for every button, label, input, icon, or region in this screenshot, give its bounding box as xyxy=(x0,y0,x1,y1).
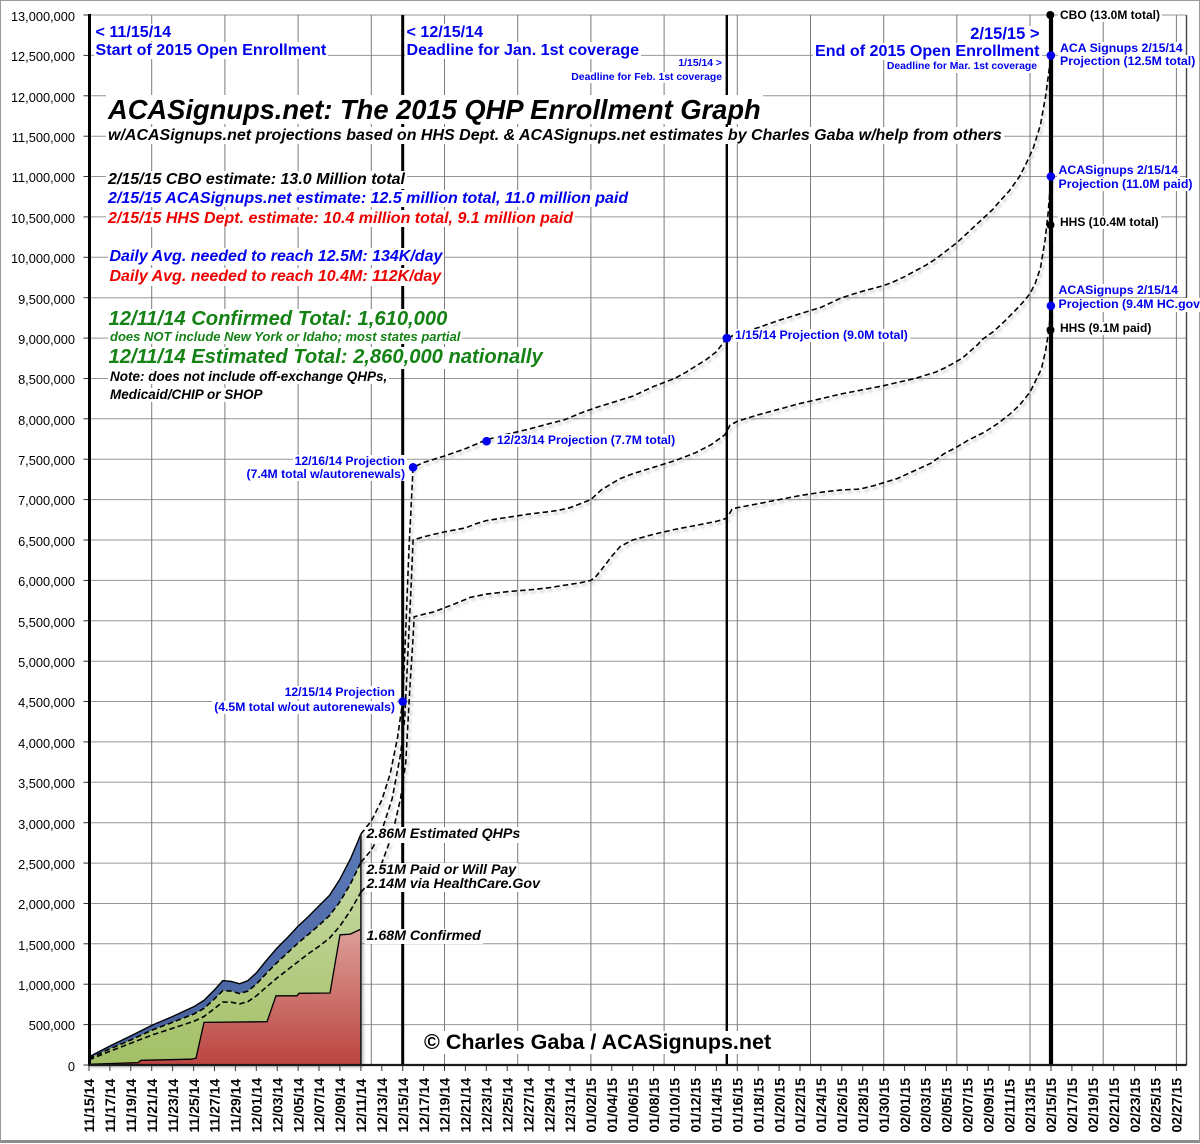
svg-text:12/21/14: 12/21/14 xyxy=(458,1078,474,1133)
svg-text:02/03/15: 02/03/15 xyxy=(918,1078,934,1133)
svg-text:01/30/15: 01/30/15 xyxy=(876,1078,892,1133)
svg-text:01/28/15: 01/28/15 xyxy=(855,1078,871,1133)
svg-text:02/25/15: 02/25/15 xyxy=(1148,1078,1164,1133)
svg-text:12/01/14: 12/01/14 xyxy=(249,1078,265,1133)
svg-text:02/11/15: 02/11/15 xyxy=(1001,1079,1017,1133)
svg-text:12/19/14: 12/19/14 xyxy=(437,1078,453,1133)
svg-text:12/07/14: 12/07/14 xyxy=(311,1078,327,1133)
svg-text:02/17/15: 02/17/15 xyxy=(1064,1078,1080,1133)
svg-text:02/07/15: 02/07/15 xyxy=(960,1078,976,1133)
svg-text:12/17/14: 12/17/14 xyxy=(416,1078,432,1133)
svg-text:01/24/15: 01/24/15 xyxy=(813,1078,829,1133)
svg-text:11/23/14: 11/23/14 xyxy=(165,1079,181,1133)
svg-text:11/27/14: 11/27/14 xyxy=(207,1079,223,1133)
svg-text:01/14/15: 01/14/15 xyxy=(709,1078,725,1133)
svg-text:02/01/15: 02/01/15 xyxy=(897,1078,913,1133)
svg-text:02/27/15: 02/27/15 xyxy=(1169,1078,1185,1133)
svg-text:01/04/15: 01/04/15 xyxy=(604,1078,620,1133)
svg-text:12/15/14: 12/15/14 xyxy=(395,1078,411,1133)
svg-text:01/02/15: 01/02/15 xyxy=(583,1078,599,1133)
svg-text:11/29/14: 11/29/14 xyxy=(228,1079,244,1133)
svg-text:12/31/14: 12/31/14 xyxy=(562,1078,578,1133)
svg-text:12/03/14: 12/03/14 xyxy=(269,1078,285,1133)
svg-text:11/19/14: 11/19/14 xyxy=(123,1079,139,1133)
svg-text:01/08/15: 01/08/15 xyxy=(646,1078,662,1133)
svg-text:12/25/14: 12/25/14 xyxy=(499,1078,515,1133)
svg-text:02/15/15: 02/15/15 xyxy=(1043,1078,1059,1133)
svg-text:01/20/15: 01/20/15 xyxy=(771,1078,787,1133)
svg-text:12/23/14: 12/23/14 xyxy=(479,1078,495,1133)
svg-text:01/10/15: 01/10/15 xyxy=(667,1078,683,1133)
svg-text:02/21/15: 02/21/15 xyxy=(1106,1078,1122,1133)
svg-text:12/13/14: 12/13/14 xyxy=(374,1078,390,1133)
svg-text:11/15/14: 11/15/14 xyxy=(81,1079,97,1133)
svg-text:12/11/14: 12/11/14 xyxy=(353,1079,369,1133)
svg-text:11/25/14: 11/25/14 xyxy=(186,1079,202,1133)
svg-text:01/16/15: 01/16/15 xyxy=(730,1078,746,1133)
svg-text:02/23/15: 02/23/15 xyxy=(1127,1078,1143,1133)
svg-text:02/09/15: 02/09/15 xyxy=(980,1078,996,1133)
svg-text:02/13/15: 02/13/15 xyxy=(1022,1078,1038,1133)
svg-text:01/12/15: 01/12/15 xyxy=(688,1078,704,1133)
svg-text:12/27/14: 12/27/14 xyxy=(520,1078,536,1133)
svg-text:12/29/14: 12/29/14 xyxy=(541,1078,557,1133)
svg-text:01/18/15: 01/18/15 xyxy=(750,1078,766,1133)
svg-text:01/26/15: 01/26/15 xyxy=(834,1078,850,1133)
svg-text:11/21/14: 11/21/14 xyxy=(144,1079,160,1133)
svg-text:12/09/14: 12/09/14 xyxy=(332,1078,348,1133)
svg-text:01/06/15: 01/06/15 xyxy=(625,1078,641,1133)
svg-text:01/22/15: 01/22/15 xyxy=(792,1078,808,1133)
svg-text:02/05/15: 02/05/15 xyxy=(939,1078,955,1133)
svg-text:02/19/15: 02/19/15 xyxy=(1085,1078,1101,1133)
svg-text:11/17/14: 11/17/14 xyxy=(102,1079,118,1133)
svg-text:12/05/14: 12/05/14 xyxy=(290,1078,306,1133)
